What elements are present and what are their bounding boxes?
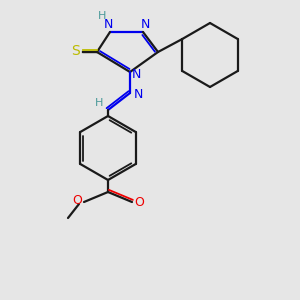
Text: S: S [72, 44, 80, 58]
Text: N: N [140, 19, 150, 32]
Text: N: N [133, 88, 143, 101]
Text: O: O [72, 194, 82, 208]
Text: N: N [103, 19, 113, 32]
Text: H: H [98, 11, 106, 21]
Text: H: H [95, 98, 103, 108]
Text: N: N [131, 68, 141, 82]
Text: O: O [134, 196, 144, 208]
